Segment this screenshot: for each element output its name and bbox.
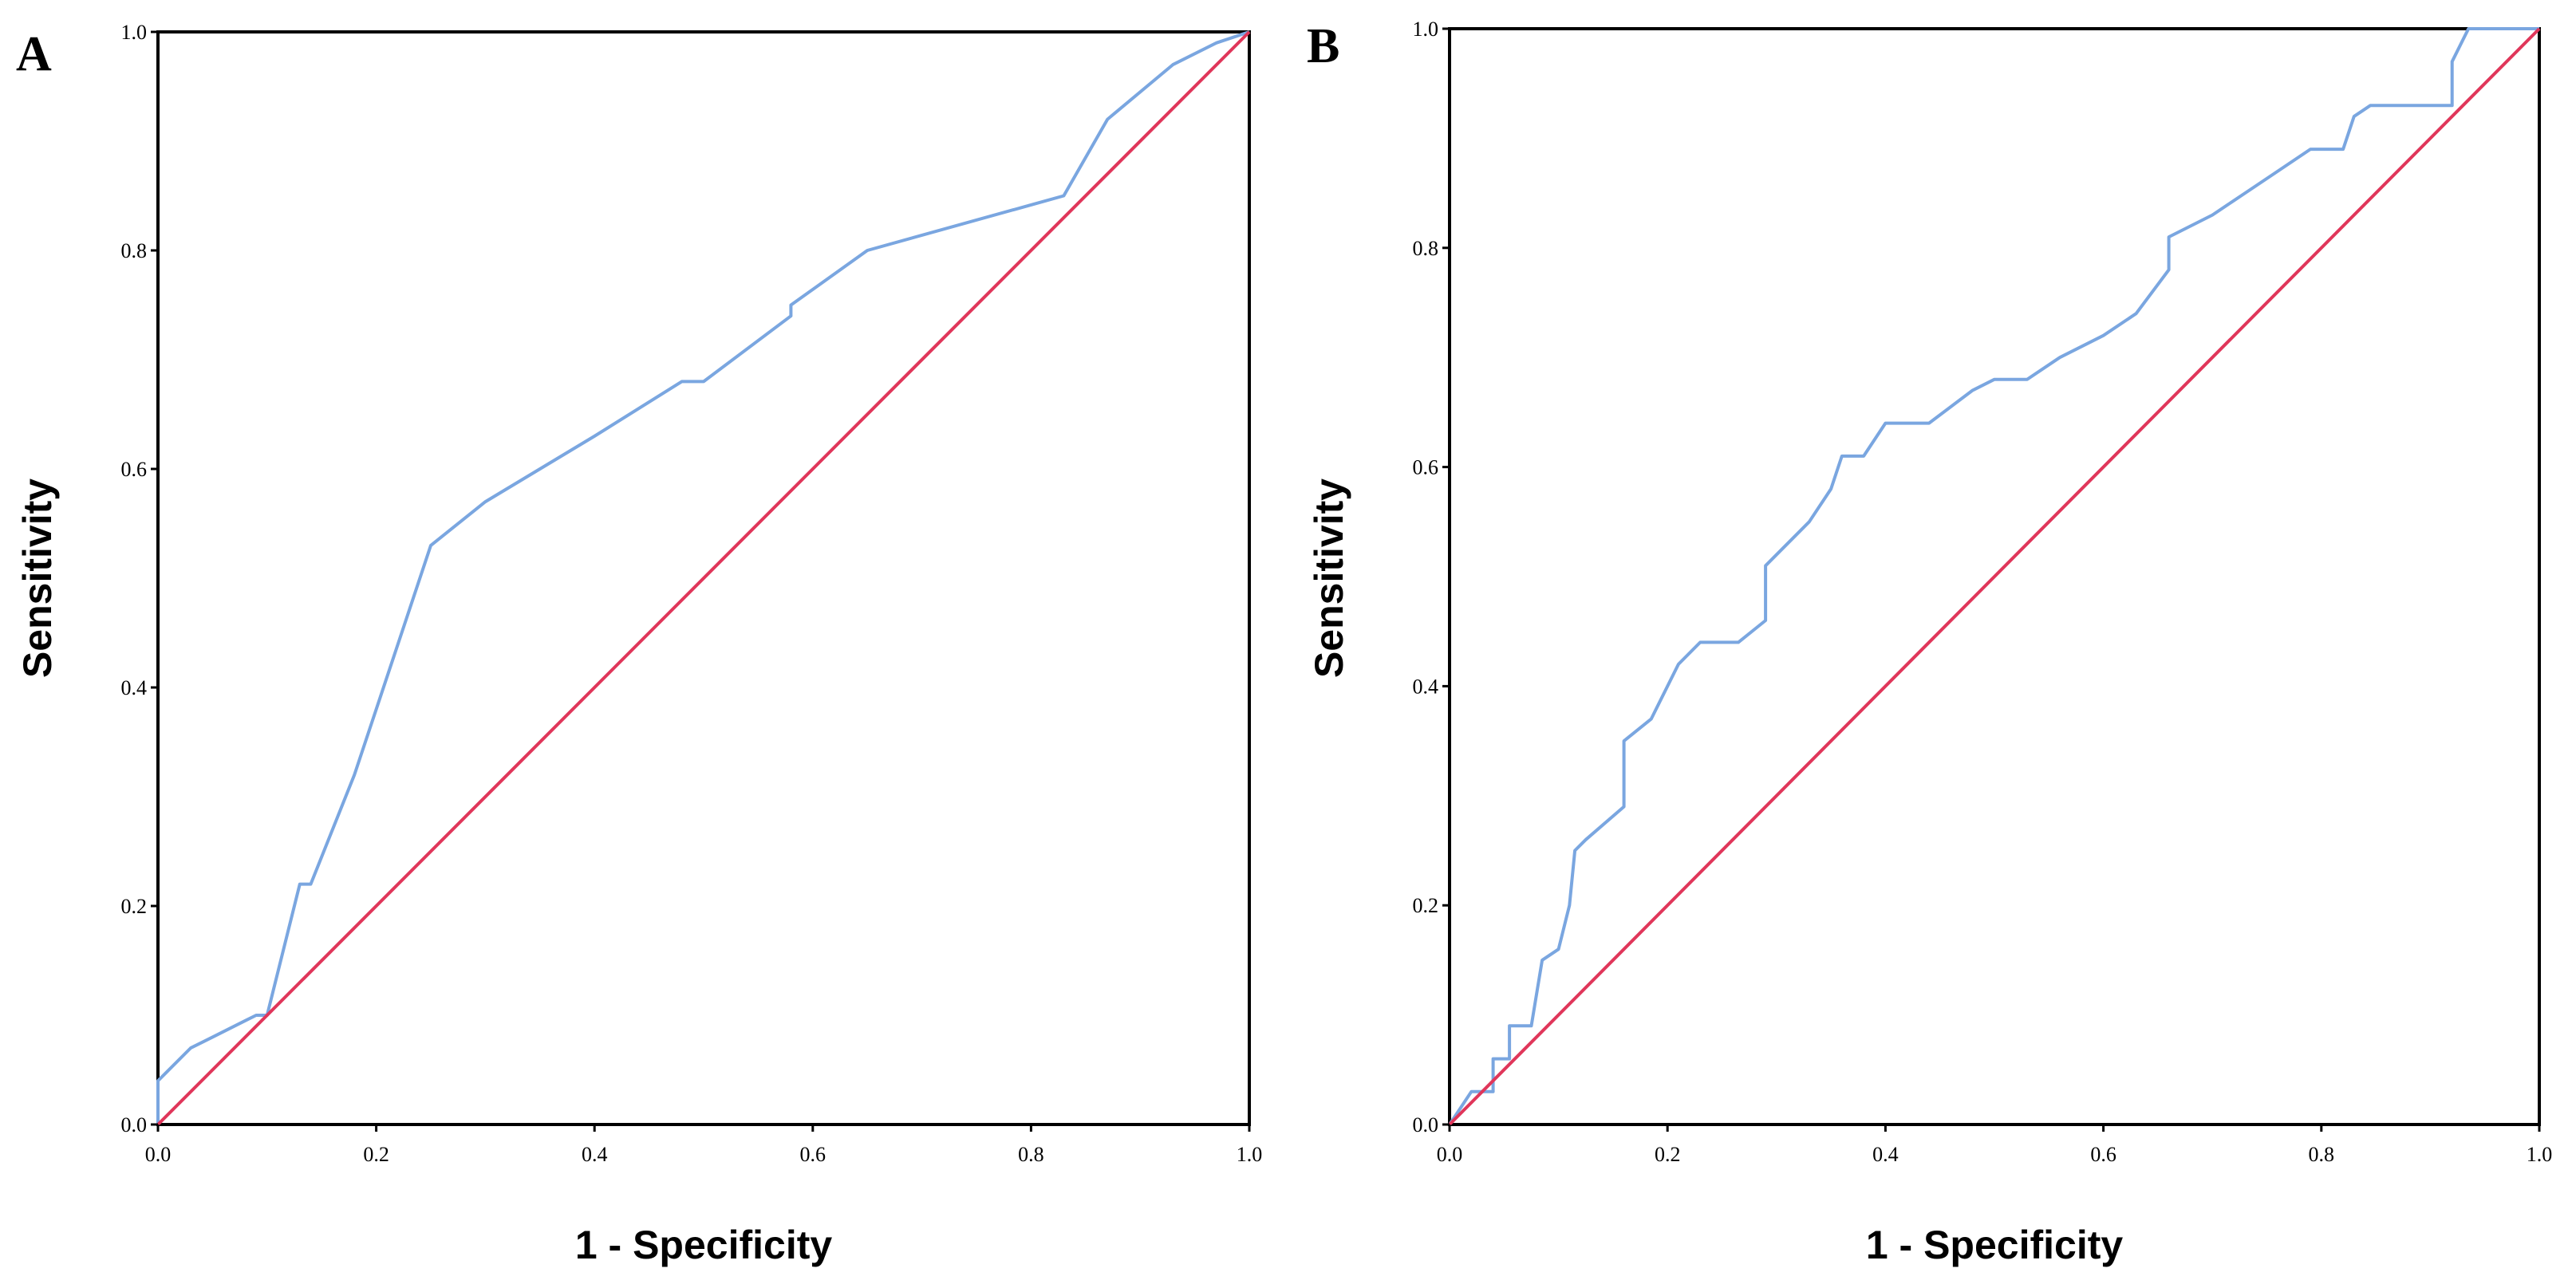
panel-a-y-tick-label: 0.2 xyxy=(121,895,148,918)
panel-a-y-tick-label: 0.6 xyxy=(121,458,148,481)
panel-a-x-tick-label: 0.2 xyxy=(363,1143,389,1166)
panel-a-x-tick-label: 1.0 xyxy=(1237,1143,1263,1166)
panel-a-x-ticks: 0.0 0.2 0.4 0.6 0.8 1.0 xyxy=(145,1125,1263,1166)
panel-b-x-tick-label: 0.8 xyxy=(2309,1143,2335,1166)
panel-a-roc-curve xyxy=(156,30,1250,1125)
panel-b-letter: B xyxy=(1307,19,1339,73)
panel-a-x-tick-label: 0.4 xyxy=(582,1143,608,1166)
panel-b-y-axis-title: Sensitivity xyxy=(1307,479,1351,678)
panel-a-plot-area xyxy=(156,30,1251,1126)
panel-b-x-axis-title: 1 - Specificity xyxy=(1866,1223,2124,1267)
panel-a-reference-line xyxy=(156,30,1251,1126)
panel-b-x-tick-label: 0.0 xyxy=(1437,1143,1463,1166)
panel-b-reference-line xyxy=(1448,27,2541,1126)
panel-a-y-tick-label: 0.0 xyxy=(121,1113,148,1136)
panel-b-x-tick-label: 0.4 xyxy=(1872,1143,1899,1166)
panel-b-y-ticks: 0.0 0.2 0.4 0.6 0.8 1.0 xyxy=(1413,18,1450,1136)
panel-b-x-tick-label: 0.6 xyxy=(2090,1143,2116,1166)
panel-a-y-tick-label: 0.4 xyxy=(121,676,148,699)
panel-a-letter: A xyxy=(16,27,52,81)
panel-b-y-tick-label: 0.2 xyxy=(1413,894,1439,917)
panel-b-y-tick-label: 0.4 xyxy=(1413,675,1439,698)
panel-b-y-tick-label: 0.0 xyxy=(1413,1113,1439,1136)
panel-a: A 0.00.20.40.60.81.0 0.0 0.2 0.4 0.6 0.8 1.0 … xyxy=(15,21,1262,1267)
panel-b-y-tick-label: 0.8 xyxy=(1413,237,1439,260)
panel-a-x-axis-title: 1 - Specificity xyxy=(575,1223,833,1267)
panel-a-y-axis-title: Sensitivity xyxy=(15,479,60,678)
panel-b-y-tick-label: 0.6 xyxy=(1413,456,1439,479)
panel-b: B 0.00.20.40.60.81.0 0.0 0.2 0.4 0.6 0.8 1.0 … xyxy=(1307,18,2552,1267)
panel-b-x-tick-label: 0.2 xyxy=(1655,1143,1681,1166)
panel-a-y-tick-label: 0.8 xyxy=(121,239,148,262)
panel-b-y-tick-label: 1.0 xyxy=(1413,18,1439,41)
panel-a-x-tick-label: 0.8 xyxy=(1018,1143,1044,1166)
panel-b-x-tick-label: 1.0 xyxy=(2527,1143,2553,1166)
panel-b-roc-curve xyxy=(1448,27,2539,1126)
panel-b-plot-area xyxy=(1448,27,2541,1126)
panel-a-x-tick-label: 0.6 xyxy=(800,1143,826,1166)
panel-b-x-ticks: 0.0 0.2 0.4 0.6 0.8 1.0 xyxy=(1437,1125,2553,1166)
panel-a-y-tick-label: 1.0 xyxy=(121,21,148,44)
panel-a-x-tick-label: 0.0 xyxy=(145,1143,172,1166)
panel-a-y-ticks: 0.0 0.2 0.4 0.6 0.8 1.0 xyxy=(121,21,158,1136)
